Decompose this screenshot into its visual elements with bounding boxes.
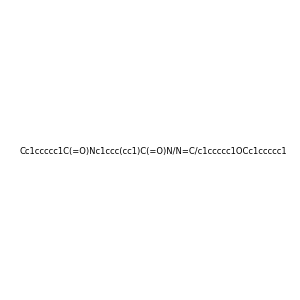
Text: Cc1ccccc1C(=O)Nc1ccc(cc1)C(=O)N/N=C/c1ccccc1OCc1ccccc1: Cc1ccccc1C(=O)Nc1ccc(cc1)C(=O)N/N=C/c1cc…	[20, 147, 288, 156]
